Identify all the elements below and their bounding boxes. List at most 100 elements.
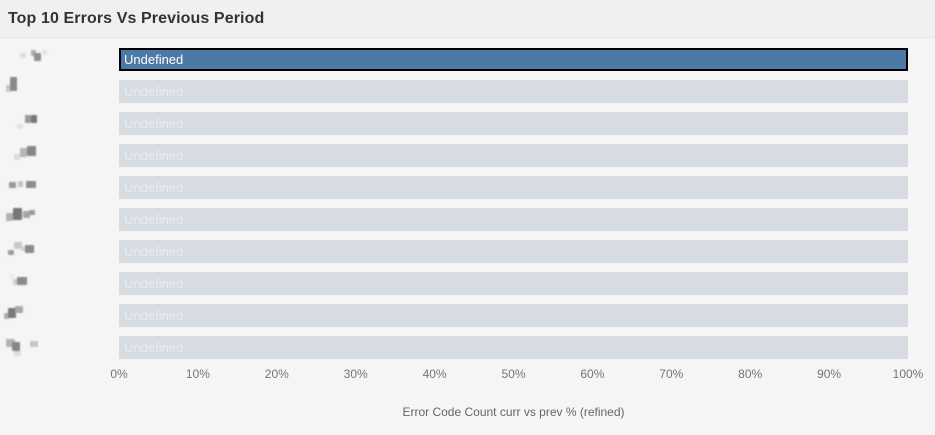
bar-label: Undefined [124,340,184,355]
bar-track: Undefined [119,236,908,268]
bar-track: Undefined [119,268,908,300]
bar-chart: Undefined Undefined Undefined Undefined Unde… [0,38,935,435]
bar[interactable]: Undefined [119,144,908,167]
panel-title: Top 10 Errors Vs Previous Period [8,9,265,27]
bar-track: Undefined [119,172,908,204]
redacted-pixel-blob [20,52,26,58]
redacted-pixel-blob [6,84,11,92]
category-label-redacted [0,172,119,204]
bar[interactable]: Undefined [119,336,908,359]
bar-label: Undefined [124,244,184,259]
x-axis-tick: 60% [580,367,605,381]
bar-chart-rows: Undefined Undefined Undefined Undefined Unde… [0,44,935,364]
chart-row: Undefined [0,108,935,140]
bar-label: Undefined [124,276,184,291]
redacted-pixel-blob [14,241,22,249]
redacted-pixel-blob [17,277,27,285]
top-errors-panel: Top 10 Errors Vs Previous Period Undefin… [0,0,935,419]
redacted-pixel-blob [14,154,20,160]
x-axis-tick: 50% [501,367,526,381]
redacted-pixel-blob [15,305,23,313]
redacted-pixel-blob [27,146,36,156]
redacted-pixel-blob [30,341,38,347]
bar[interactable]: Undefined [119,80,908,103]
x-axis-label: Error Code Count curr vs prev % (refined… [402,405,625,419]
chart-row: Undefined [0,332,935,364]
category-label-redacted [0,140,119,172]
redacted-pixel-blob [10,77,17,91]
bar-track: Undefined [119,204,908,236]
x-axis-tick: 70% [659,367,684,381]
bar[interactable]: Undefined [119,176,908,199]
x-axis-tick: 80% [738,367,763,381]
redacted-pixel-blob [31,115,37,123]
chart-row: Undefined [0,268,935,300]
bar-track: Undefined [119,140,908,172]
chart-row: Undefined [0,204,935,236]
redacted-pixel-blob [42,49,47,55]
bar-label: Undefined [124,52,184,67]
bar-track: Undefined [119,300,908,332]
category-label-redacted [0,300,119,332]
category-label-redacted [0,204,119,236]
bar-label: Undefined [124,180,184,195]
x-axis-ticks: 0% 10% 20% 30% 40% 50% 60% 70% 80% 90% 100% [110,367,923,383]
redacted-pixel-blob [12,341,20,351]
redacted-pixel-blob [6,213,13,221]
chart-row: Undefined [0,236,935,268]
redacted-pixel-blob [26,180,36,188]
redacted-pixel-blob [13,279,18,285]
chart-row: Undefined [0,140,935,172]
category-label-redacted [0,332,119,364]
bar-label: Undefined [124,212,184,227]
bar-label: Undefined [124,116,184,131]
redacted-pixel-blob [23,210,30,218]
chart-row: Undefined [0,172,935,204]
category-label-redacted [0,44,119,76]
bar[interactable]: Undefined [119,272,908,295]
redacted-pixel-blob [4,313,9,319]
bar-selected[interactable]: Undefined [119,48,908,71]
redacted-pixel-blob [14,350,21,356]
bar-track: Undefined [119,76,908,108]
redacted-pixel-blob [34,53,41,61]
redacted-pixel-blob [9,274,15,280]
redacted-pixel-blob [13,208,22,220]
redacted-pixel-blob [20,147,27,157]
redacted-pixel-blob [25,245,34,253]
bar-track: Undefined [119,108,908,140]
redacted-pixel-blob [8,308,16,318]
x-axis-tick: 0% [110,367,128,381]
bar-label: Undefined [124,84,184,99]
x-axis-tick: 90% [817,367,842,381]
x-axis: 0% 10% 20% 30% 40% 50% 60% 70% 80% 90% 100% [0,367,935,399]
bar-label: Undefined [124,148,184,163]
bar[interactable]: Undefined [119,208,908,231]
bar-track: Undefined [119,332,908,364]
redacted-pixel-blob [6,339,15,347]
category-label-redacted [0,236,119,268]
x-axis-tick: 40% [422,367,447,381]
redacted-pixel-blob [8,249,14,255]
x-axis-tick: 20% [264,367,289,381]
axis-left-gutter [0,367,119,399]
category-label-redacted [0,76,119,108]
bar[interactable]: Undefined [119,304,908,327]
bar-track: Undefined [119,44,908,76]
redacted-pixel-blob [31,50,36,56]
redacted-pixel-blob [25,115,31,123]
category-label-redacted [0,108,119,140]
chart-row: Undefined [0,44,935,76]
x-axis-tick: 10% [185,367,210,381]
bar[interactable]: Undefined [119,112,908,135]
x-axis-tick: 30% [343,367,368,381]
bar-label: Undefined [124,308,184,323]
redacted-pixel-blob [29,209,35,215]
redacted-pixel-blob [17,123,23,129]
redacted-pixel-blob [21,245,26,251]
redacted-pixel-blob [9,182,16,188]
bar[interactable]: Undefined [119,240,908,263]
panel-header: Top 10 Errors Vs Previous Period [0,0,935,38]
category-label-redacted [0,268,119,300]
chart-row: Undefined [0,76,935,108]
